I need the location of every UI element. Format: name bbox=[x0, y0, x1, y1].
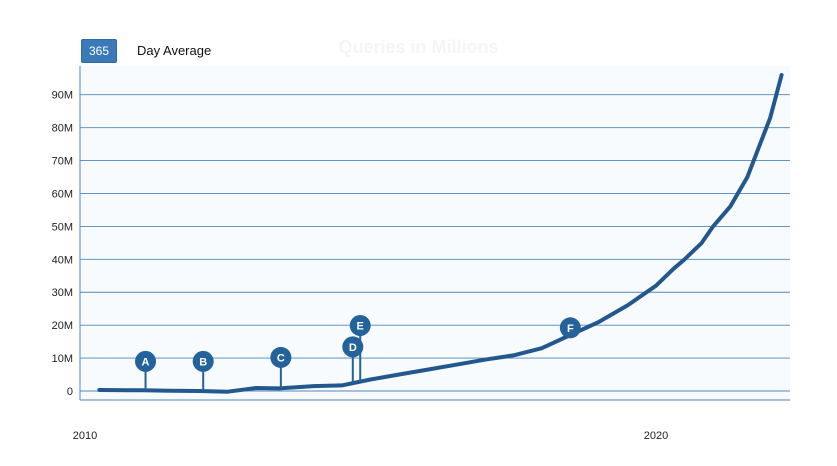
y-tick-label: 50M bbox=[52, 221, 73, 233]
day-average-label: Day Average bbox=[137, 43, 212, 58]
series-line bbox=[97, 73, 784, 394]
annotation-label: B bbox=[199, 356, 207, 368]
annotation-dot bbox=[270, 346, 292, 368]
average-toolbar: 365 Day Average bbox=[81, 38, 211, 63]
annotation-label: A bbox=[142, 356, 150, 368]
y-tick-label: 40M bbox=[52, 254, 73, 266]
plot-area bbox=[80, 66, 790, 400]
y-tick-label: 90M bbox=[52, 90, 73, 102]
annotation-dot bbox=[342, 336, 364, 358]
y-tick-label: 10M bbox=[52, 353, 73, 365]
annotation-marker-a: A bbox=[135, 350, 157, 391]
annotation-label: C bbox=[277, 352, 285, 364]
x-tick-label: 2020 bbox=[644, 430, 668, 442]
annotation-label: E bbox=[357, 320, 364, 332]
y-tick-label: 0 bbox=[67, 386, 73, 398]
y-tick-label: 20M bbox=[52, 320, 73, 332]
chart-title: Queries in Millions bbox=[338, 37, 499, 57]
annotation-marker-f: F bbox=[559, 317, 581, 339]
y-tick-label: 70M bbox=[52, 156, 73, 168]
annotation-dot bbox=[192, 350, 214, 372]
y-tick-label: 60M bbox=[52, 188, 73, 200]
day-range-button[interactable]: 365 bbox=[81, 38, 117, 63]
annotation-label: D bbox=[349, 342, 357, 354]
annotation-dot bbox=[349, 314, 371, 336]
annotation-marker-c: C bbox=[270, 346, 292, 389]
annotation-label: F bbox=[567, 323, 574, 335]
y-tick-label: 30M bbox=[52, 287, 73, 299]
annotation-marker-d: D bbox=[342, 336, 364, 384]
x-tick-label: 2010 bbox=[73, 430, 97, 442]
annotation-marker-e: E bbox=[349, 314, 371, 382]
annotation-marker-b: B bbox=[192, 350, 214, 392]
y-tick-label: 80M bbox=[52, 123, 73, 135]
annotation-dot bbox=[135, 350, 157, 372]
annotation-dot bbox=[559, 317, 581, 339]
